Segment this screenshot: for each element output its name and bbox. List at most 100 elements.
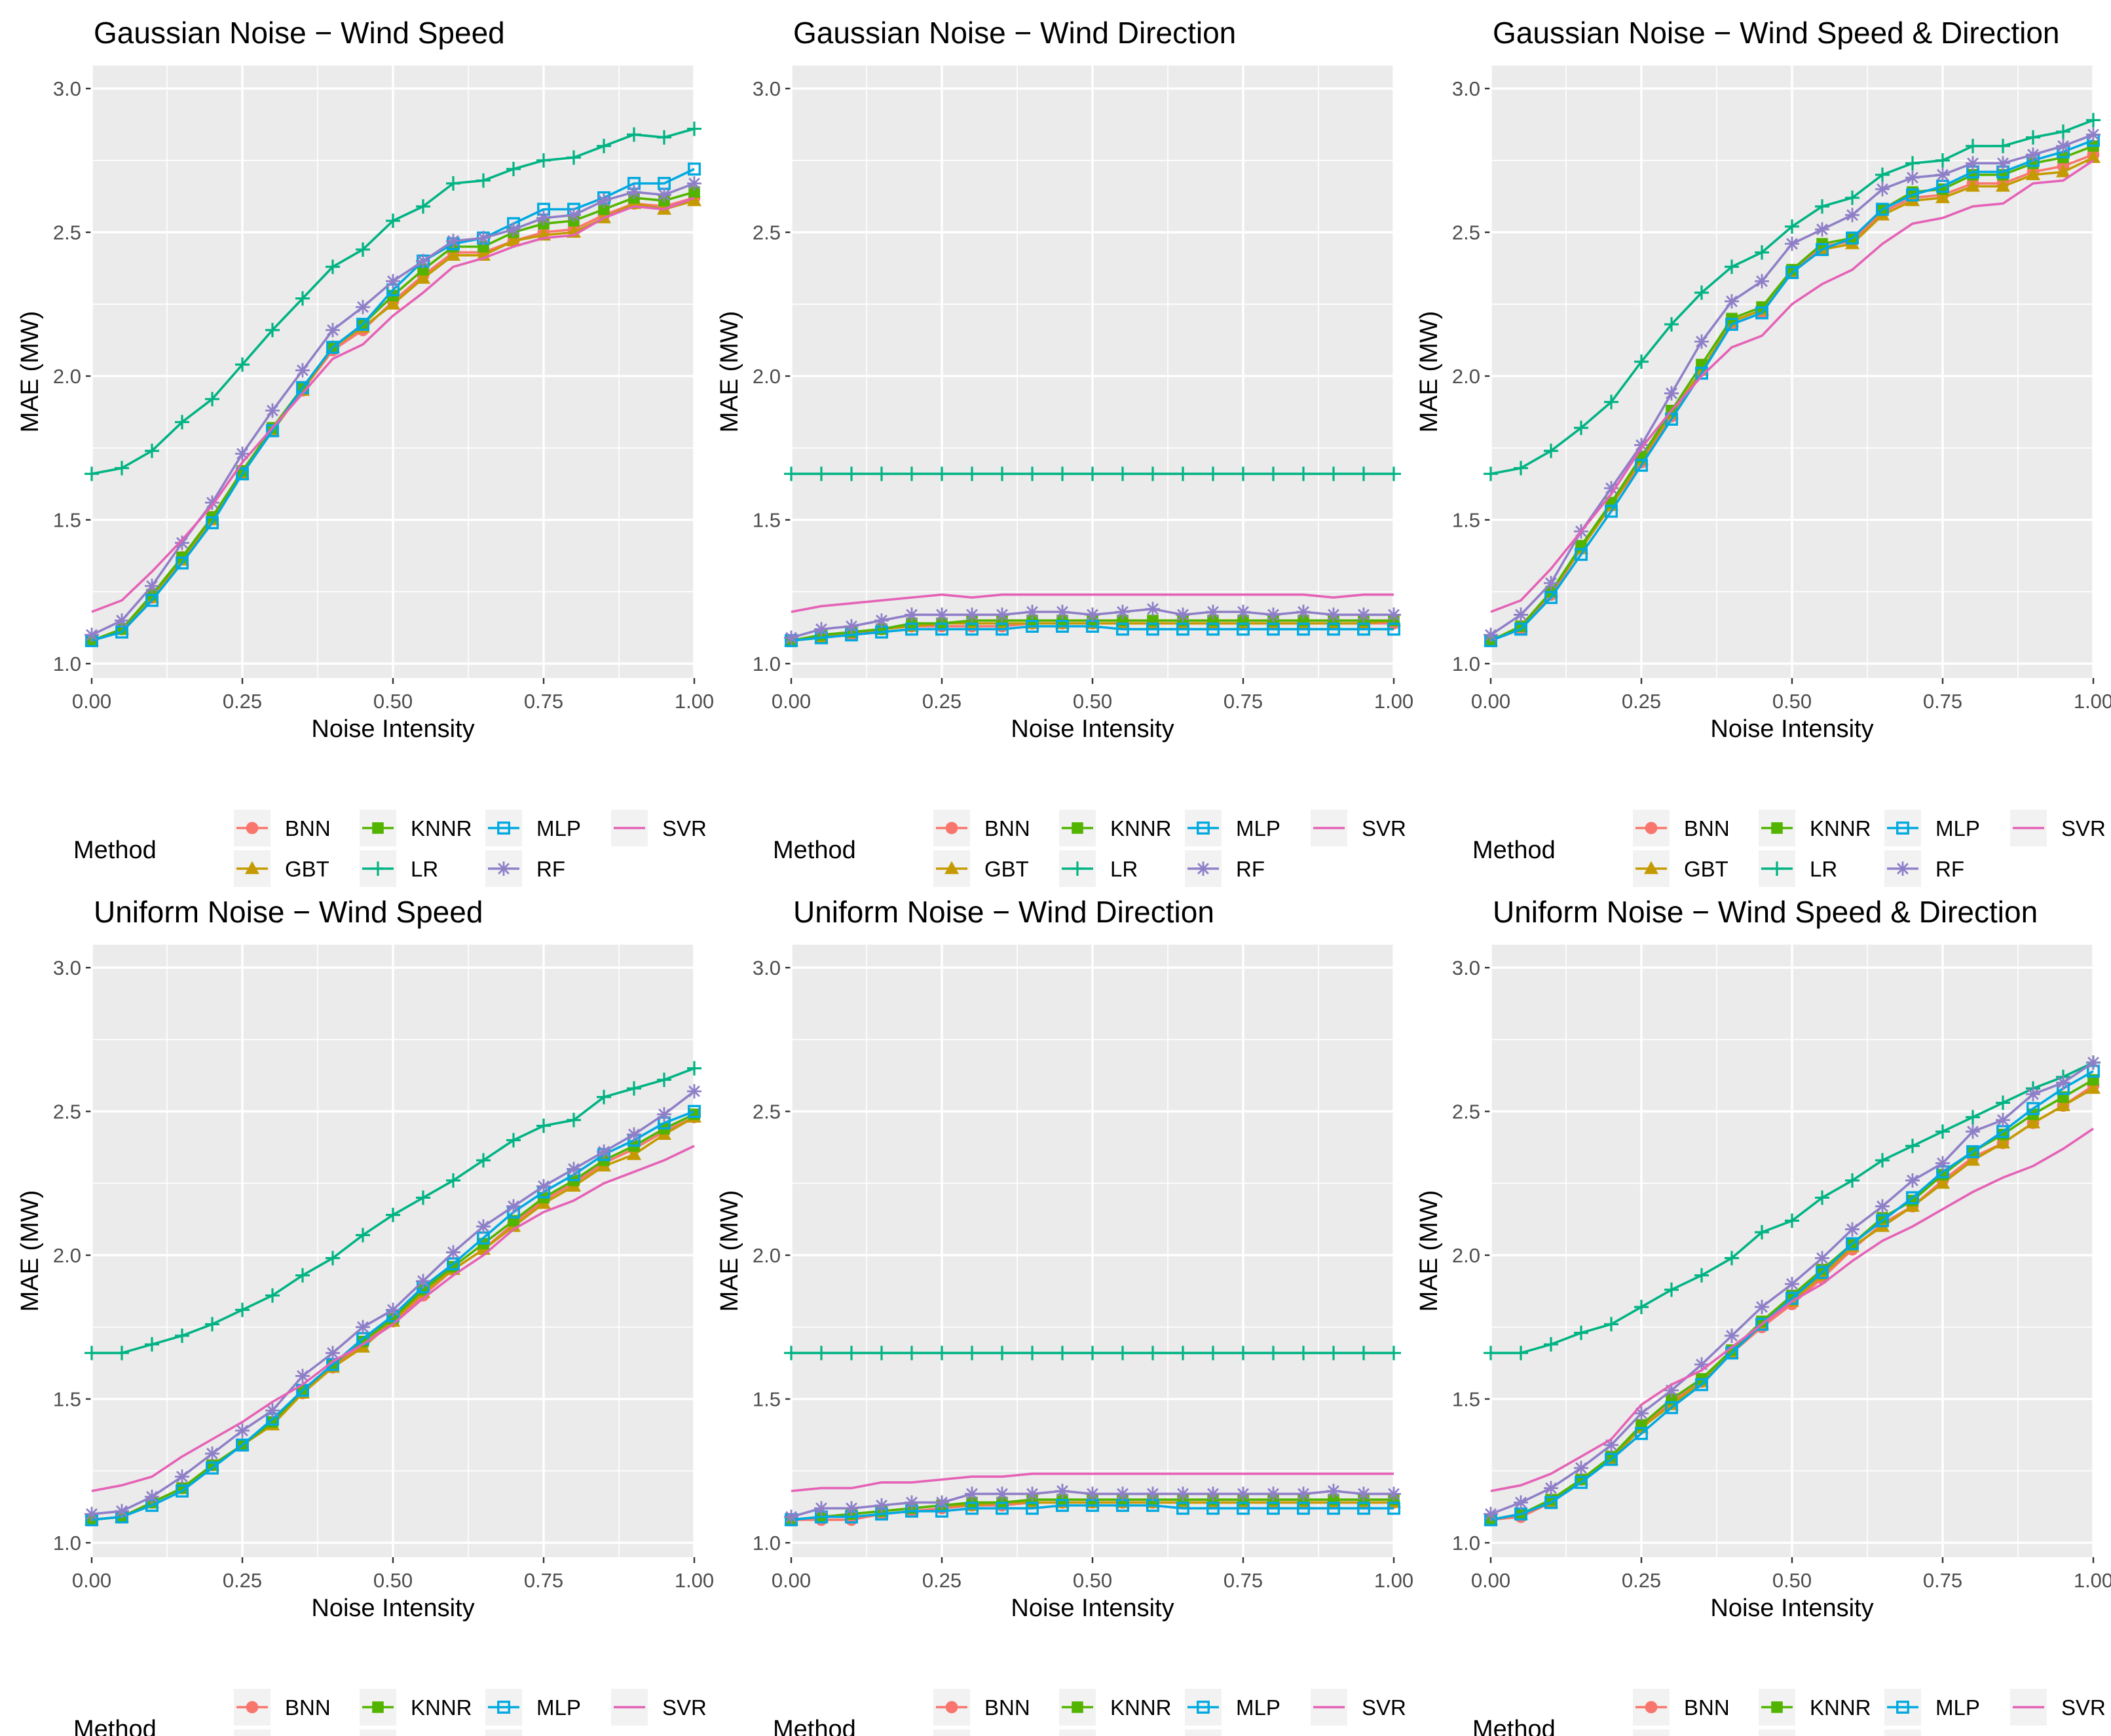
data-point-rf — [1387, 1486, 1401, 1501]
legend-label: KNNR — [411, 816, 472, 840]
data-point-mlp — [1297, 622, 1310, 636]
legend-label: BNN — [1684, 1695, 1730, 1720]
chart-title: Uniform Noise − Wind Direction — [793, 895, 1214, 929]
data-point-lr — [1785, 1213, 1799, 1228]
data-point-gbt — [1966, 178, 1980, 192]
data-point-lr — [1694, 285, 1709, 300]
data-point-lr — [1236, 466, 1250, 481]
data-point-rf — [1966, 156, 1980, 171]
x-tick-label: 0.00 — [772, 1569, 811, 1592]
data-point-lr — [995, 1346, 1009, 1361]
data-point-lr — [687, 121, 701, 136]
data-point-rf — [205, 495, 219, 510]
data-point-lr — [1725, 1251, 1739, 1266]
data-point-rf — [446, 233, 460, 248]
data-point-mlp — [1387, 1501, 1400, 1515]
legend-label: MLP — [1935, 1695, 1980, 1720]
legend-item-lr: LR — [1759, 1729, 1795, 1736]
x-tick-label: 0.50 — [373, 690, 413, 713]
data-point-lr — [2026, 130, 2040, 145]
x-axis-title: Noise Intensity — [1011, 1594, 1174, 1622]
y-tick-label: 1.0 — [753, 652, 781, 675]
legend-label: SVR — [662, 1695, 707, 1720]
y-tick-label: 1.0 — [753, 1532, 781, 1555]
legend-item-rf: RF — [485, 850, 565, 887]
data-point-lr — [1664, 1282, 1679, 1297]
data-point-mlp — [176, 1484, 189, 1498]
legend-key-marker — [1645, 821, 1658, 835]
legend-item-lr: LR — [360, 850, 438, 887]
data-point-lr — [1236, 1346, 1250, 1361]
x-tick-label: 0.75 — [524, 1569, 563, 1592]
data-point-lr — [905, 1346, 919, 1361]
data-point-lr — [1755, 1224, 1769, 1239]
data-point-mlp — [266, 424, 279, 438]
legend-label: MLP — [536, 816, 581, 840]
legend-label: KNNR — [411, 1695, 472, 1720]
data-point-rf — [386, 1302, 400, 1317]
data-point-rf — [1544, 1481, 1558, 1496]
data-point-rf — [814, 1501, 829, 1516]
data-point-gbt — [1996, 178, 2010, 192]
data-point-lr — [1514, 1346, 1528, 1361]
legend: Method BNN GBT KNNR LR MLP RF SVR — [73, 1689, 707, 1736]
data-point-lr — [326, 259, 340, 274]
legend-label: KNNR — [1810, 1695, 1871, 1720]
y-tick-label: 3.0 — [753, 77, 781, 100]
data-point-rf — [1514, 1495, 1528, 1510]
y-axis-title: MAE (MW) — [716, 1190, 743, 1312]
data-point-mlp — [1906, 188, 1919, 202]
x-tick-label: 1.00 — [2074, 690, 2111, 713]
data-point-lr — [1815, 199, 1829, 214]
data-point-rf — [1544, 576, 1558, 591]
data-point-gbt — [627, 1146, 641, 1160]
data-point-gbt — [2086, 1080, 2101, 1094]
legend-key-marker — [945, 1701, 958, 1714]
legend-label: SVR — [2061, 816, 2106, 840]
legend-label: KNNR — [1110, 1695, 1172, 1720]
data-point-lr — [1785, 219, 1799, 234]
y-tick-label: 1.0 — [1452, 652, 1480, 675]
data-point-mlp — [1816, 242, 1829, 256]
data-point-rf — [1484, 628, 1498, 643]
data-point-rf — [1875, 181, 1890, 197]
legend-key-marker — [1896, 861, 1910, 876]
data-point-lr — [356, 1228, 370, 1243]
series-line-mlp — [791, 1504, 1394, 1521]
data-point-rf — [567, 208, 581, 223]
data-point-lr — [814, 1346, 829, 1361]
x-tick-label: 0.00 — [1471, 1569, 1510, 1592]
data-point-mlp — [1876, 202, 1889, 216]
data-point-lr — [205, 392, 219, 407]
data-point-rf — [1206, 605, 1220, 620]
legend-key-marker — [1771, 1701, 1783, 1713]
data-point-mlp — [1116, 622, 1129, 636]
x-tick-label: 1.00 — [1374, 1569, 1413, 1592]
legend-key-marker — [497, 1701, 510, 1714]
data-point-lr — [506, 162, 521, 177]
data-point-lr — [1694, 1268, 1709, 1283]
data-point-rf — [1055, 605, 1070, 620]
data-point-mlp — [1725, 318, 1738, 331]
data-point-mlp — [1206, 622, 1220, 636]
series-line-svr — [791, 593, 1394, 613]
x-axis-title: Noise Intensity — [1011, 715, 1174, 743]
x-tick-label: 0.75 — [1923, 690, 1962, 713]
data-point-rf — [1176, 1486, 1190, 1501]
chart-panel-1: Gaussian Noise − Wind Speed 1.0 1.5 2.0 2.5 3… — [16, 16, 714, 887]
x-tick-label: 0.75 — [524, 690, 563, 713]
legend-label: LR — [411, 857, 438, 881]
legend-item-knnr: KNNR — [1059, 1689, 1172, 1726]
series-layer — [1484, 1055, 2101, 1526]
data-point-rf — [1845, 208, 1859, 223]
data-point-lr — [1845, 1173, 1859, 1188]
data-point-rf — [1845, 1222, 1859, 1237]
data-point-lr — [1326, 1346, 1341, 1361]
data-point-rf — [1025, 605, 1039, 620]
legend-title: Method — [1472, 837, 1556, 864]
data-point-lr — [1266, 1346, 1280, 1361]
legend-key-marker — [372, 822, 384, 834]
series-layer — [1484, 113, 2101, 647]
data-point-lr — [1604, 1317, 1618, 1332]
y-tick-label: 1.5 — [753, 509, 781, 532]
